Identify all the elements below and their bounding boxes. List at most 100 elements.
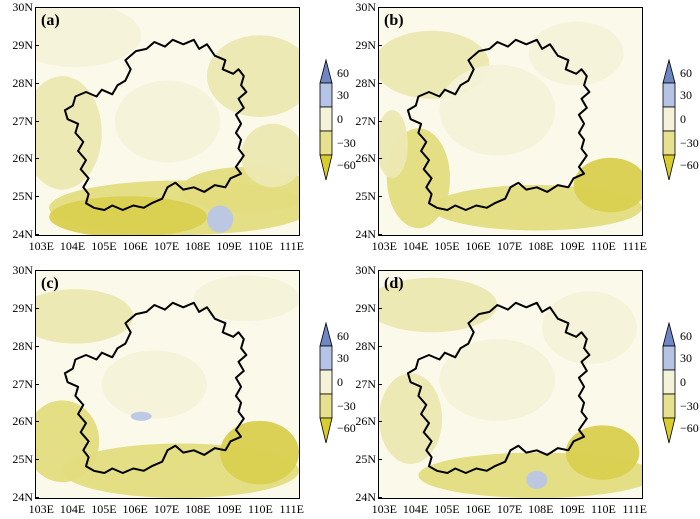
map-panel-4: (d) bbox=[378, 270, 643, 499]
lon-tick-label: 106E bbox=[465, 239, 491, 253]
anomaly-patch bbox=[241, 123, 299, 188]
lon-tick-label: 111E bbox=[279, 239, 304, 253]
lon-tick-label: 106E bbox=[122, 502, 148, 516]
anomaly-patch bbox=[36, 289, 134, 344]
lat-tick-mark bbox=[35, 7, 39, 8]
province-boundary bbox=[63, 38, 248, 211]
lat-tick-label: 26N bbox=[12, 151, 33, 166]
lon-tick-label: 111E bbox=[279, 502, 304, 516]
lat-tick-mark bbox=[35, 383, 39, 385]
lat-tick-label: 24N bbox=[12, 227, 33, 241]
anomaly-patch bbox=[49, 196, 207, 235]
colorbar-label: −60 bbox=[337, 158, 356, 172]
lat-tick-label: 26N bbox=[12, 414, 33, 429]
lat-tick-label: 28N bbox=[12, 75, 33, 90]
anomaly-patch bbox=[379, 373, 443, 464]
anomaly-patch bbox=[439, 64, 556, 156]
lat-tick-mark bbox=[378, 120, 382, 122]
lat-tick-mark bbox=[378, 196, 382, 198]
lat-tick-label: 30N bbox=[355, 0, 376, 14]
colorbar-label: 60 bbox=[337, 66, 349, 80]
anomaly-patch bbox=[439, 339, 556, 421]
lat-tick-label: 24N bbox=[355, 490, 376, 504]
lat-tick-label: 30N bbox=[12, 263, 33, 277]
lon-tick-label: 108E bbox=[528, 502, 554, 516]
map-panel-2: (b) bbox=[378, 7, 643, 236]
lat-tick-label: 30N bbox=[355, 263, 376, 277]
colorbar-label: −60 bbox=[680, 158, 699, 172]
lat-tick-mark bbox=[35, 120, 39, 122]
colorbar-label: −60 bbox=[337, 421, 356, 435]
province-boundary bbox=[406, 301, 591, 474]
lat-tick-mark bbox=[35, 307, 39, 309]
lon-tick-label: 105E bbox=[434, 502, 460, 516]
anomaly-patch bbox=[130, 411, 152, 421]
province-boundary bbox=[63, 301, 248, 474]
anomaly-patch bbox=[379, 277, 498, 333]
lon-tick-label: 109E bbox=[559, 239, 585, 253]
lat-tick-label: 26N bbox=[355, 414, 376, 429]
colorbar bbox=[662, 322, 676, 444]
panel-label: (a) bbox=[41, 12, 60, 29]
lat-tick-mark bbox=[35, 345, 39, 347]
lat-tick-mark bbox=[378, 345, 382, 347]
lon-tick-label: 107E bbox=[153, 502, 180, 516]
lon-tick-label: 111E bbox=[622, 502, 647, 516]
lat-tick-label: 28N bbox=[355, 75, 376, 90]
lat-tick-label: 24N bbox=[12, 490, 33, 504]
lon-tick-label: 105E bbox=[434, 239, 460, 253]
colorbar-label: −30 bbox=[337, 399, 356, 413]
colorbar-label: 30 bbox=[337, 88, 349, 102]
lat-tick-mark bbox=[378, 497, 382, 498]
lat-tick-label: 27N bbox=[12, 376, 33, 391]
colorbar bbox=[319, 322, 333, 444]
anomaly-patch bbox=[193, 275, 299, 321]
panel-label: (d) bbox=[384, 275, 404, 292]
province-boundary bbox=[406, 38, 591, 211]
lat-tick-mark bbox=[378, 270, 382, 271]
lat-tick-label: 25N bbox=[355, 452, 376, 467]
lon-tick-label: 103E bbox=[371, 239, 397, 253]
lat-tick-mark bbox=[378, 7, 382, 8]
lon-tick-label: 108E bbox=[528, 239, 554, 253]
map-field bbox=[379, 277, 642, 498]
lon-tick-label: 103E bbox=[28, 502, 54, 516]
map-panel-3: (c) bbox=[35, 270, 300, 499]
anomaly-patch bbox=[206, 35, 299, 117]
lon-tick-label: 108E bbox=[185, 502, 211, 516]
panel-label: (c) bbox=[41, 275, 59, 292]
lat-tick-label: 28N bbox=[355, 338, 376, 353]
lat-tick-label: 30N bbox=[12, 0, 33, 14]
map-field bbox=[36, 275, 299, 498]
lat-tick-mark bbox=[35, 82, 39, 84]
lat-tick-mark bbox=[378, 82, 382, 84]
lat-tick-mark bbox=[378, 459, 382, 461]
lat-tick-mark bbox=[378, 158, 382, 160]
colorbar-label: 60 bbox=[337, 329, 349, 343]
anomaly-patch bbox=[573, 157, 642, 213]
lat-tick-label: 29N bbox=[355, 300, 376, 315]
lat-tick-mark bbox=[35, 459, 39, 461]
anomaly-patch bbox=[206, 205, 234, 233]
lon-tick-label: 104E bbox=[59, 502, 86, 516]
lat-tick-label: 26N bbox=[355, 151, 376, 166]
lon-tick-label: 107E bbox=[496, 502, 523, 516]
lat-tick-mark bbox=[378, 44, 382, 46]
lon-tick-label: 107E bbox=[153, 239, 180, 253]
anomaly-patch bbox=[114, 80, 221, 163]
lon-tick-label: 104E bbox=[402, 502, 429, 516]
lat-tick-label: 28N bbox=[12, 338, 33, 353]
colorbar bbox=[319, 59, 333, 181]
lat-tick-label: 27N bbox=[355, 376, 376, 391]
colorbar-label: 0 bbox=[337, 112, 343, 126]
lat-tick-label: 27N bbox=[355, 113, 376, 128]
colorbar-label: 0 bbox=[337, 375, 343, 389]
colorbar-label: 30 bbox=[680, 351, 692, 365]
lon-tick-label: 110E bbox=[247, 239, 273, 253]
colorbar-label: −30 bbox=[680, 399, 699, 413]
anomaly-patch bbox=[565, 425, 640, 480]
lon-tick-label: 110E bbox=[590, 239, 616, 253]
lon-tick-label: 109E bbox=[216, 502, 242, 516]
lat-tick-mark bbox=[35, 196, 39, 198]
